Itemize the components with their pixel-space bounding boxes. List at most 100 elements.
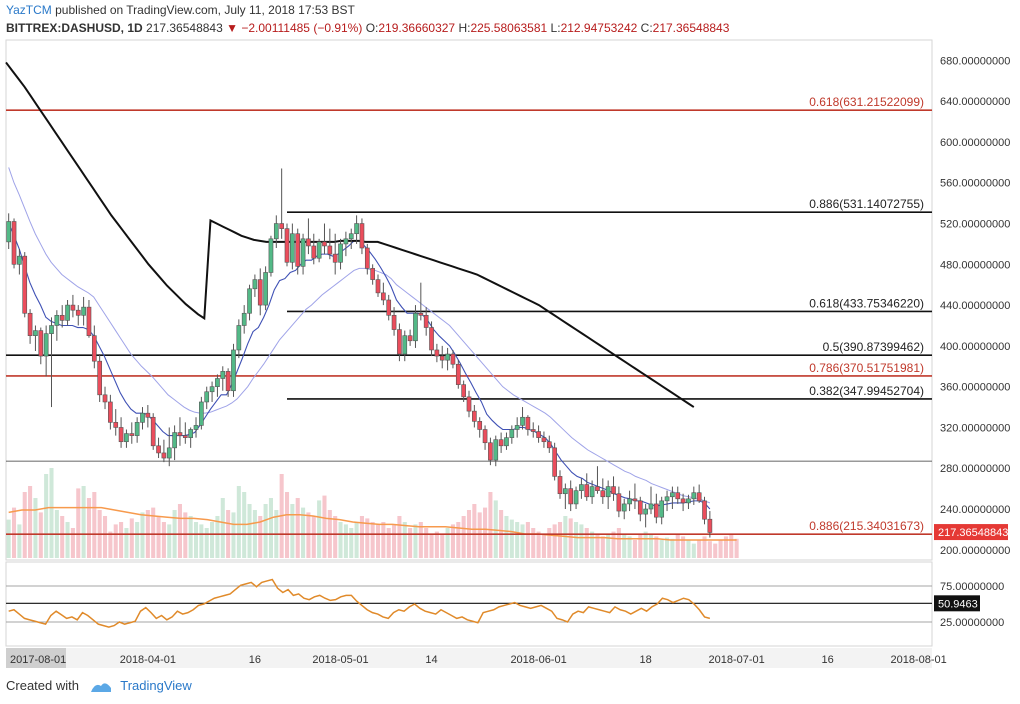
volume-bar: [606, 534, 611, 558]
y-tick-label: 360.00000000: [940, 382, 1010, 394]
candle-body: [343, 238, 349, 245]
candle-body: [621, 503, 627, 512]
high-value: 225.58063581: [470, 21, 548, 35]
volume-bar: [38, 512, 43, 558]
low-value: 212.94753242: [560, 21, 638, 35]
x-tick-label: 2018-07-01: [708, 654, 764, 666]
volume-bar: [450, 524, 455, 558]
volume-bar: [574, 522, 579, 558]
volume-bar: [268, 498, 273, 558]
volume-bar: [675, 534, 680, 558]
volume-bar: [659, 540, 664, 558]
y-tick-label: 680.00000000: [940, 55, 1010, 67]
volume-bar: [622, 534, 627, 558]
volume-bar: [541, 534, 546, 558]
volume-bar: [445, 528, 450, 558]
time-axis: [6, 648, 932, 668]
candle-body: [429, 327, 434, 351]
volume-bar: [638, 534, 643, 558]
volume-bar: [643, 531, 648, 558]
candle-body: [670, 492, 675, 498]
candle-body: [509, 429, 515, 438]
volume-ma-line: [8, 506, 737, 541]
volume-bar: [199, 524, 204, 558]
volume-bar: [381, 522, 386, 558]
volume-bar: [477, 512, 482, 558]
candle-body: [584, 484, 590, 498]
volume-bar: [616, 528, 621, 558]
candle-body: [498, 439, 504, 447]
x-tick-label: 14: [425, 654, 437, 666]
volume-bar: [429, 534, 434, 558]
open-value: 219.36660327: [378, 21, 456, 35]
volume-bar: [590, 531, 595, 558]
candle-body: [215, 378, 220, 387]
candle-body: [579, 484, 584, 491]
candle-body: [156, 445, 161, 454]
sma-line: [5, 61, 695, 408]
volume-bar: [456, 522, 461, 558]
candle-body: [193, 425, 199, 430]
volume-bar: [611, 531, 616, 558]
volume-bar: [188, 516, 193, 558]
y-tick-label: 560.00000000: [940, 178, 1010, 190]
candle-body: [188, 429, 193, 438]
tradingview-link[interactable]: TradingView: [120, 678, 192, 693]
volume-bar: [525, 522, 530, 558]
candle-body: [402, 335, 408, 355]
volume-bar: [584, 528, 589, 558]
volume-bar: [434, 531, 439, 558]
candle-body: [161, 452, 167, 459]
candle-body: [611, 486, 616, 495]
x-tick-label: 2018-06-01: [510, 654, 566, 666]
candle-body: [199, 401, 204, 426]
candle-body: [530, 429, 536, 432]
volume-bar: [338, 522, 343, 558]
volume-bar: [718, 540, 723, 558]
volume-bar: [359, 516, 364, 558]
candle-body: [17, 255, 22, 265]
volume-bar: [343, 524, 348, 558]
candle-body: [97, 360, 103, 396]
volume-bar: [258, 516, 263, 558]
candle-body: [445, 353, 450, 361]
candle-body: [81, 306, 86, 316]
y-tick-label: 440.00000000: [940, 300, 1010, 312]
candle-body: [381, 292, 386, 301]
candle-body: [43, 333, 49, 357]
volume-bar: [723, 536, 728, 558]
candle-body: [397, 329, 402, 355]
volume-bar: [140, 512, 145, 558]
volume-bar: [231, 512, 236, 558]
candle-body: [546, 441, 552, 449]
volume-bar: [579, 524, 584, 558]
x-tick-label: 2017-08-01: [10, 654, 66, 666]
volume-bar: [557, 522, 563, 558]
candle-body: [348, 233, 354, 240]
author-link[interactable]: YazTCM: [6, 3, 52, 17]
y-tick-label: 200.00000000: [940, 545, 1010, 557]
candle-body: [59, 314, 65, 321]
volume-bar: [627, 536, 632, 558]
rsi-tick-label: 25.00000000: [940, 617, 1004, 629]
tradingview-logo-icon[interactable]: [89, 680, 113, 694]
candle-body: [273, 223, 279, 240]
y-tick-label: 280.00000000: [940, 463, 1010, 475]
candle-body: [209, 386, 215, 393]
candle-body: [413, 312, 418, 342]
volume-bar: [670, 538, 675, 558]
volume-bar: [600, 536, 605, 558]
volume-bar: [365, 518, 370, 558]
candle-body: [182, 435, 188, 438]
volume-bar: [236, 486, 241, 558]
close-label: C:: [640, 21, 653, 35]
candle-body: [102, 394, 108, 403]
candle-body: [327, 245, 333, 255]
candle-body: [150, 416, 156, 447]
volume-bar: [183, 512, 188, 558]
y-tick-label: 400.00000000: [940, 341, 1010, 353]
fib-level-label: 0.886(215.34031673): [809, 519, 924, 533]
candle-body: [129, 433, 135, 436]
candle-body: [118, 427, 124, 443]
